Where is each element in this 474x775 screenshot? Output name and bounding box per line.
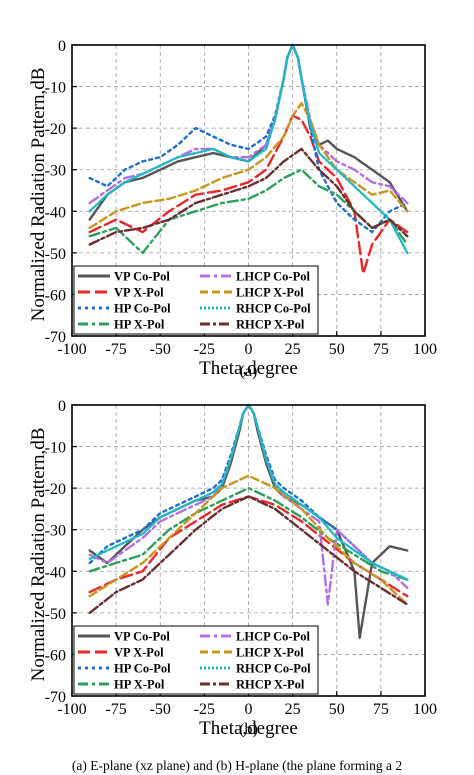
chart-a-series-rhcp-x-pol [88, 147, 409, 246]
chart-b-x-tick-label: 50 [329, 701, 345, 718]
chart-a: -100 -75 -50 -25 0 25 50 75 100 0 -10 -20 -30 -40 -50 -… [28, 38, 437, 380]
chart-b-y-tick-label: -70 [45, 689, 66, 706]
chart-a-legend-label-hp-co-pol: HP Co-Pol [114, 302, 171, 316]
chart-b-x-tick-label: -75 [105, 701, 126, 718]
chart-a-x-tick-label: 100 [413, 341, 437, 358]
chart-b-legend-label-rhcp-x-pol: RHCP X-Pol [236, 678, 305, 692]
chart-b-y-tick-label: -10 [45, 440, 66, 457]
chart-a-y-tick-label: -30 [45, 163, 66, 180]
chart-a-y-tick-label: -70 [45, 329, 66, 346]
chart-b-legend-label-hp-co-pol: HP Co-Pol [114, 662, 171, 676]
chart-b-legend-box [73, 625, 319, 695]
chart-a-series-lhcp-x-pol [88, 102, 409, 230]
chart-a-series-group [88, 43, 409, 275]
chart-b-x-tick-label: 100 [413, 701, 437, 718]
chart-a-x-tick-label: 50 [329, 341, 345, 358]
chart-a-legend-label-lhcp-x-pol: LHCP X-Pol [236, 286, 304, 300]
chart-b-x-tick-label: 75 [373, 701, 389, 718]
chart-b-legend-label-vp-co-pol: VP Co-Pol [114, 630, 170, 644]
chart-a-x-tick-label: -25 [194, 341, 215, 358]
chart-b-x-tick-label: 25 [285, 701, 301, 718]
chart-b-y-tick-label: 0 [58, 398, 66, 415]
chart-a-legend-label-hp-x-pol: HP X-Pol [114, 318, 165, 332]
chart-b-y-tick-label: -60 [45, 647, 66, 664]
chart-a-legend: VP Co-Pol VP X-Pol HP Co-Pol HP X-Pol LHCP C… [73, 265, 319, 335]
chart-b-sublabel: (b) [239, 721, 258, 738]
chart-a-legend-box [73, 265, 319, 335]
chart-a-x-tick-label: -50 [150, 341, 171, 358]
figure-caption: (a) E-plane (xz plane) and (b) H-plane (… [72, 758, 402, 773]
chart-a-legend-label-rhcp-co-pol: RHCP Co-Pol [236, 302, 311, 316]
chart-b-legend-label-vp-x-pol: VP X-Pol [114, 646, 164, 660]
chart-a-y-axis-label: Normalized Radiation Pattern,dB [28, 68, 49, 322]
chart-a-series-rhcp-co-pol [88, 43, 409, 255]
chart-b-x-tick-label: -50 [150, 701, 171, 718]
chart-a-y-tick-label: 0 [58, 38, 66, 55]
chart-a-x-tick-label: 75 [373, 341, 389, 358]
chart-b-series-lhcp-x-pol [88, 474, 409, 606]
chart-a-y-tick-label: -50 [45, 246, 66, 263]
chart-a-x-axis-label: Theta,degree [199, 358, 298, 379]
chart-b-y-axis-label: Normalized Radiation Pattern,dB [28, 428, 49, 682]
chart-a-x-tick-label: 25 [285, 341, 301, 358]
chart-a-y-tick-label: -10 [45, 80, 66, 97]
chart-a-x-tick-label: -100 [57, 341, 86, 358]
chart-a-x-tick-label: 0 [245, 341, 253, 358]
chart-b-y-tick-label: -50 [45, 606, 66, 623]
chart-a-sublabel: (a) [240, 363, 258, 380]
chart-b-legend-label-hp-x-pol: HP X-Pol [114, 678, 165, 692]
chart-b-legend-label-rhcp-co-pol: RHCP Co-Pol [236, 662, 311, 676]
chart-a-legend-label-vp-co-pol: VP Co-Pol [114, 270, 170, 284]
chart-a-legend-label-rhcp-x-pol: RHCP X-Pol [236, 318, 305, 332]
chart-b-series-rhcp-x-pol [88, 495, 409, 615]
chart-a-y-tick-label: -40 [45, 204, 66, 221]
chart-b-legend: VP Co-Pol VP X-Pol HP Co-Pol HP X-Pol LHCP C… [73, 625, 319, 695]
chart-b-y-tick-label: -30 [45, 523, 66, 540]
chart-b-legend-label-lhcp-x-pol: LHCP X-Pol [236, 646, 304, 660]
chart-b-x-tick-label: -25 [194, 701, 215, 718]
chart-b-y-tick-label: -20 [45, 481, 66, 498]
chart-a-legend-label-vp-x-pol: VP X-Pol [114, 286, 164, 300]
chart-a-x-tick-label: -75 [105, 341, 126, 358]
chart-b-y-tick-label: -40 [45, 564, 66, 581]
chart-b-series-hp-x-pol [88, 486, 409, 581]
chart-b-legend-label-lhcp-co-pol: LHCP Co-Pol [236, 630, 310, 644]
chart-a-y-tick-label: -60 [45, 287, 66, 304]
chart-b-series-lhcp-co-pol [88, 403, 409, 606]
chart-a-y-tick-label: -20 [45, 121, 66, 138]
chart-b-x-tick-label: 0 [245, 701, 253, 718]
chart-a-legend-label-lhcp-co-pol: LHCP Co-Pol [236, 270, 310, 284]
chart-b-x-axis-label: Theta,degree [199, 718, 298, 739]
chart-b-x-tick-label: -100 [57, 701, 86, 718]
chart-b: -100 -75 -50 -25 0 25 50 75 100 0 -10 -20 -30 -40 -50 -… [28, 398, 437, 739]
